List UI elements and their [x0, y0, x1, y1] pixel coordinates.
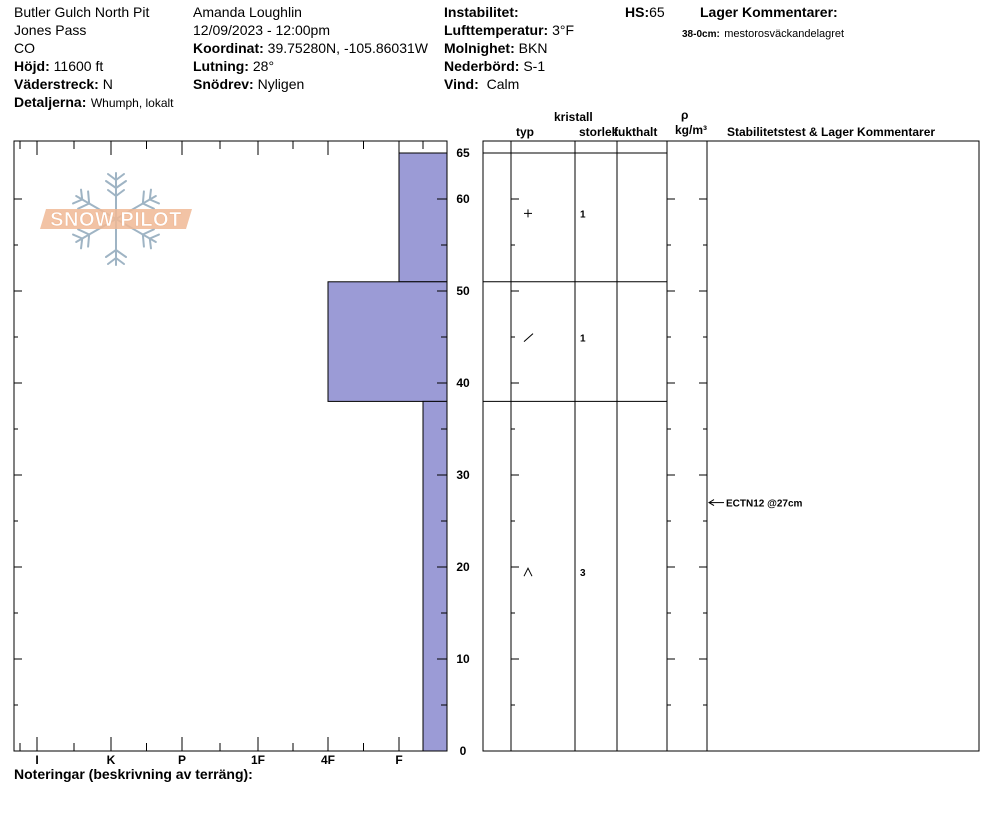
elevation-label: Höjd: — [14, 58, 50, 74]
coordinate-label: Koordinat: — [193, 40, 264, 56]
wind-value: Calm — [486, 76, 520, 92]
layer-comments-label: Lager Kommentarer: — [700, 4, 838, 20]
hs-label: HS: — [625, 4, 650, 20]
aspect-row: Väderstreck: N — [14, 77, 113, 91]
caret-icon — [523, 567, 533, 577]
depth-label-40: 40 — [456, 376, 470, 390]
area-name: Jones Pass — [14, 22, 87, 38]
depth-label-20: 20 — [456, 560, 470, 574]
details-value: Whumph, lokalt — [90, 96, 174, 110]
depth-label-50: 50 — [456, 284, 470, 298]
hardness-label-p: P — [178, 753, 186, 767]
layer-comment-text: mestorosväckandelagret — [724, 28, 845, 40]
hs-value: 65 — [649, 4, 665, 20]
hardness-label-f: F — [395, 753, 402, 767]
hardness-top-ticks — [19, 141, 424, 155]
wind-label: Vind: — [444, 76, 479, 92]
layer-comment-depth: 38-0cm: — [682, 29, 720, 40]
precip-value: S-1 — [523, 58, 546, 74]
state-name: CO — [14, 40, 35, 56]
logo-text: SNOW PILOT — [50, 209, 182, 231]
hs-row: HS:65 — [625, 5, 665, 19]
aspect-label: Väderstreck: — [14, 76, 99, 92]
slash-icon — [523, 333, 534, 342]
slash-icon-line — [523, 333, 534, 342]
arrow-left-icon — [708, 499, 715, 507]
rho-header: ρ — [681, 108, 689, 122]
coordinate-row: Koordinat: 39.75280N, -105.86031W — [193, 41, 428, 55]
hardness-layer-2 — [327, 281, 448, 402]
stability-test-label-1: ECTN12 @27cm — [726, 499, 803, 510]
stability-header: Stabilitetstest & Lager Kommentarer — [727, 125, 936, 139]
aspect-value: N — [102, 76, 113, 92]
density-unit-header: kg/m³ — [675, 123, 708, 137]
depth-label-10: 10 — [456, 652, 470, 666]
depth-label-60: 60 — [456, 192, 470, 206]
hardness-plot-frame — [13, 140, 448, 752]
site-name: Butler Gulch North Pit — [14, 4, 150, 20]
caret-icon-line — [523, 567, 533, 577]
details-label: Detaljerna: — [14, 94, 87, 110]
elevation-value: 11600 ft — [53, 58, 104, 74]
observer-name: Amanda Loughlin — [193, 4, 302, 20]
wind-row: Vind: Calm — [444, 77, 519, 91]
notes-label: Noteringar (beskrivning av terräng): — [14, 766, 253, 782]
depth-label-0: 0 — [460, 744, 467, 758]
grain-size-2: 1 — [580, 334, 586, 345]
observation-datetime: 12/09/2023 - 12:00pm — [193, 22, 330, 38]
hardness-layer-3 — [422, 400, 448, 752]
sky-label: Molnighet: — [444, 40, 515, 56]
hardness-label-1f: 1F — [251, 753, 265, 767]
details-row: Detaljerna: Whumph, lokalt — [14, 95, 174, 111]
stability-tests: ECTN12 @27cm — [708, 499, 803, 510]
layer-table-ticks — [511, 198, 707, 752]
depth-axis-labels: 0 10 20 30 40 50 60 65 — [456, 146, 470, 758]
grain-size-1: 1 — [580, 209, 586, 220]
drift-value: Nyligen — [257, 76, 305, 92]
slope-value: 28° — [252, 58, 275, 74]
crystal-header: kristall — [554, 110, 593, 124]
depth-label-30: 30 — [456, 468, 470, 482]
hardness-label-k: K — [107, 753, 116, 767]
slope-label: Lutning: — [193, 58, 249, 74]
precip-row: Nederbörd: S-1 — [444, 59, 545, 73]
hardness-label-i: I — [35, 753, 38, 767]
instability-label: Instabilitet: — [444, 4, 519, 20]
layer-cells: 1 1 3 — [523, 209, 586, 579]
precip-label: Nederbörd: — [444, 58, 520, 74]
size-header: storlek — [579, 125, 619, 139]
sky-value: BKN — [518, 40, 548, 56]
elevation-row: Höjd: 11600 ft — [14, 59, 103, 73]
hardness-layers — [327, 152, 448, 752]
depth-label-65: 65 — [456, 146, 470, 160]
type-header: typ — [516, 125, 534, 139]
slope-row: Lutning: 28° — [193, 59, 274, 73]
drift-label: Snödrev: — [193, 76, 254, 92]
layer-table-frame — [482, 140, 980, 752]
hardness-layer-1 — [398, 152, 448, 283]
logo-banner — [40, 209, 192, 229]
drift-row: Snödrev: Nyligen — [193, 77, 304, 91]
hardness-bottom-ticks — [19, 737, 424, 751]
layer-comment-row: 38-0cm: mestorosväckandelagret — [682, 25, 844, 41]
snowpilot-logo: SNOW PILOT — [40, 172, 192, 266]
layer-boundaries — [483, 152, 667, 402]
plus-icon — [524, 209, 532, 218]
airtemp-label: Lufttemperatur: — [444, 22, 549, 38]
airtemp-row: Lufttemperatur: 3°F — [444, 23, 574, 37]
hardness-scale-labels: I K P 1F 4F F — [35, 753, 402, 767]
moisture-header: fukthalt — [614, 125, 658, 139]
grain-size-3: 3 — [580, 568, 586, 579]
hardness-label-4f: 4F — [321, 753, 335, 767]
coordinate-value: 39.75280N, -105.86031W — [267, 40, 428, 56]
airtemp-value: 3°F — [552, 22, 575, 38]
depth-axis-ticks — [14, 198, 447, 752]
sky-row: Molnighet: BKN — [444, 41, 547, 55]
